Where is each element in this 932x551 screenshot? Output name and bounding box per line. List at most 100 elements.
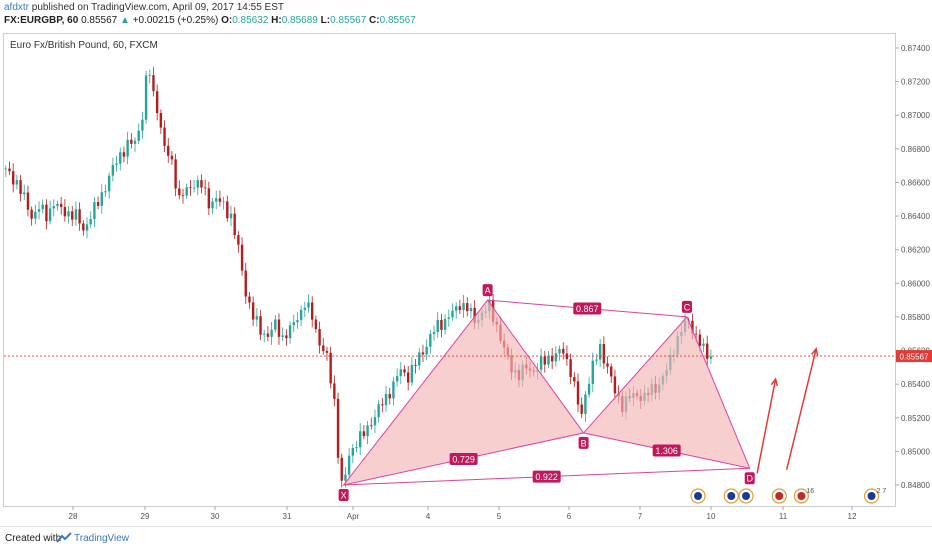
candle-body (270, 329, 273, 337)
candle-body (74, 209, 78, 220)
candle-body (137, 130, 140, 141)
x-tick-label: 28 (69, 512, 78, 521)
y-tick-label: 0.86600 (901, 178, 930, 187)
candle-body (115, 163, 118, 165)
x-tick-label: 12 (848, 512, 857, 521)
candle-body (107, 175, 111, 192)
candle-body (19, 180, 22, 195)
published-text: published on TradingView.com, April 09, … (31, 2, 284, 13)
candle-body (277, 319, 281, 337)
candle-body (458, 306, 462, 311)
candle-body (266, 333, 270, 337)
candle-body (377, 404, 380, 418)
candle-body (263, 333, 266, 335)
candle-body (613, 376, 617, 394)
candle-body (573, 377, 576, 382)
candle-body (425, 346, 428, 355)
x-tick-label: 30 (211, 512, 220, 521)
candle-body (211, 201, 214, 209)
tradingview-logo-icon (56, 532, 72, 543)
candle-body (196, 180, 199, 188)
candle-body (466, 303, 469, 312)
point-label: B (581, 438, 587, 448)
candle-body (222, 201, 225, 203)
arrow-head (811, 347, 819, 356)
candle-body (104, 191, 107, 193)
high-label: H: (271, 15, 282, 26)
x-tick-label: 10 (707, 512, 716, 521)
candle-body (78, 209, 81, 224)
x-tick-label: 31 (283, 512, 292, 521)
candle-body (30, 209, 33, 219)
candle-body (215, 198, 218, 202)
candle-body (122, 152, 126, 157)
point-label-bg (338, 489, 349, 501)
candle-body (373, 417, 377, 426)
candle-body (362, 431, 366, 437)
candle-body (237, 235, 240, 245)
point-label: C (684, 302, 691, 312)
candle-body (314, 319, 318, 330)
candle-body (82, 223, 85, 231)
point-label-bg (681, 300, 692, 313)
candle-body (207, 188, 211, 209)
candle-body (240, 244, 244, 271)
candle-body (550, 355, 554, 362)
candle-body (587, 383, 591, 395)
candle-body (709, 356, 713, 359)
high-value: 0.85689 (281, 15, 318, 26)
candle-body (598, 343, 602, 360)
candle-body (144, 75, 148, 120)
candle-body (432, 332, 436, 334)
candle-body (429, 333, 432, 347)
candle-body (418, 352, 421, 366)
y-tick-label: 0.86200 (901, 246, 930, 255)
chart-title: Euro Fx/British Pound, 60, FXCM (10, 40, 158, 51)
candle-body (539, 356, 543, 370)
candle-body (347, 455, 351, 475)
price-chart[interactable]: 0.87400 0.87200 0.87000 0.86800 0.86600 0.864… (0, 0, 932, 526)
ratio-label: 1.306 (655, 446, 678, 456)
candle-body (440, 319, 443, 330)
eu-flag-icon (694, 492, 703, 500)
y-tick-label: 0.87400 (901, 44, 930, 53)
candle-body (251, 302, 255, 320)
y-tick-label: 0.84800 (901, 481, 930, 490)
candle-body (565, 353, 569, 360)
candle-body (52, 206, 55, 209)
chart-frame[interactable] (3, 33, 896, 507)
point-label-bg (744, 472, 755, 485)
candle-body (299, 309, 303, 321)
candle-body (451, 310, 454, 318)
candle-body (59, 203, 63, 208)
point-label: A (485, 286, 491, 296)
ratio-label: 0.867 (576, 304, 599, 314)
candle-body (11, 171, 15, 185)
candle-body (414, 365, 417, 366)
candle-body (185, 187, 188, 196)
candle-body (691, 320, 694, 334)
candle-body (15, 180, 19, 185)
candle-body (344, 474, 347, 481)
ratio-label: 0.729 (452, 454, 475, 464)
symbol-label: FX:EURGBP, 60 (4, 15, 79, 26)
candle-body (218, 198, 222, 202)
event-count-label: 16 (806, 488, 814, 495)
candle-body (67, 211, 70, 217)
candle-body (388, 394, 391, 399)
tradingview-link[interactable]: TradingView (74, 533, 130, 544)
close-label: C: (369, 15, 380, 26)
ohlc-line: FX:EURGBP, 60 0.85567 ▲ +0.00215 (+0.25%… (4, 15, 416, 26)
candle-body (100, 192, 103, 206)
x-tick-label: 5 (497, 512, 502, 521)
candle-body (447, 317, 450, 319)
candle-body (285, 335, 288, 339)
author-link[interactable]: afdxtr (4, 2, 30, 13)
y-tick-label: 0.85000 (901, 447, 930, 456)
candle-body (45, 204, 48, 222)
y-tick-label: 0.85800 (901, 313, 930, 322)
candle-body (203, 187, 207, 189)
candle-body (370, 425, 373, 427)
candle-body (170, 155, 174, 160)
candle-body (576, 381, 580, 405)
